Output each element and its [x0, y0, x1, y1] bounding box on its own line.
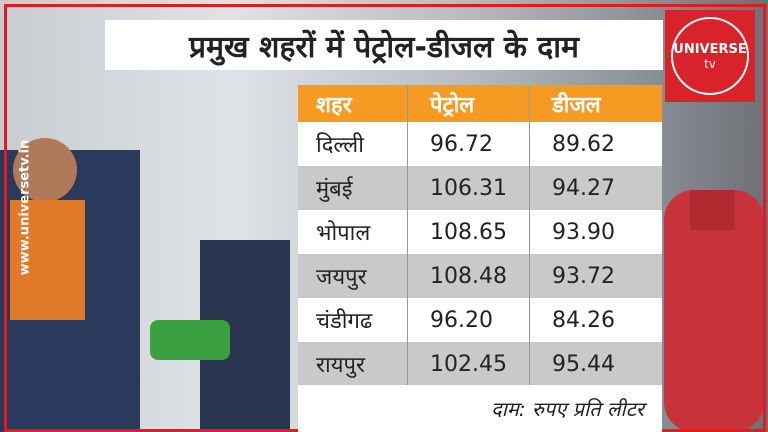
header-row: शहर पेट्रोल डीजल	[298, 85, 662, 122]
note: दाम: रुपए प्रति लीटर	[298, 385, 662, 432]
table-cell: 94.27	[552, 175, 615, 201]
table-cell: चंडीगढ	[298, 298, 408, 342]
column-header: शहर	[298, 85, 408, 122]
table-row: जयपुर 108.48 93.72	[298, 254, 662, 298]
table-cell: 108.48	[408, 254, 530, 298]
logo: UNIVERSE tv	[665, 10, 755, 102]
table-cell: 93.90	[552, 219, 615, 245]
table-cell: रायपुर	[298, 342, 408, 386]
table-cell: 102.45	[408, 342, 530, 386]
table-cell: 108.65	[408, 210, 530, 254]
table-cell: 84.26	[552, 307, 615, 333]
logo-circle: UNIVERSE tv	[671, 17, 749, 95]
table-cell: 96.72	[408, 122, 530, 166]
table-cell: 95.44	[552, 351, 615, 377]
logo-name: UNIVERSE	[673, 41, 747, 57]
table-cell: 96.20	[408, 298, 530, 342]
column-header: पेट्रोल	[408, 85, 530, 122]
logo-suffix: tv	[704, 56, 716, 71]
table-cell: 89.62	[552, 131, 615, 157]
column-header: डीजल	[552, 92, 601, 118]
table-cell: 106.31	[408, 166, 530, 210]
table-row: चंडीगढ 96.20 84.26	[298, 298, 662, 342]
title: प्रमुख शहरों में पेट्रोल-डीजल के दाम	[105, 20, 663, 70]
website: www.universetv.in	[17, 139, 33, 276]
table-cell: जयपुर	[298, 254, 408, 298]
table-row: मुंबई 106.31 94.27	[298, 166, 662, 210]
table-row: दिल्ली 96.72 89.62	[298, 122, 662, 166]
table-cell: भोपाल	[298, 210, 408, 254]
table-row: रायपुर 102.45 95.44	[298, 342, 662, 386]
table-cell: 93.72	[552, 263, 615, 289]
table-row: भोपाल 108.65 93.90	[298, 210, 662, 254]
table-cell: मुंबई	[298, 166, 408, 210]
price-table: शहर पेट्रोल डीजल दिल्ली 96.72 89.62 मुंबई 106.3…	[298, 85, 662, 386]
table-cell: दिल्ली	[298, 122, 408, 166]
